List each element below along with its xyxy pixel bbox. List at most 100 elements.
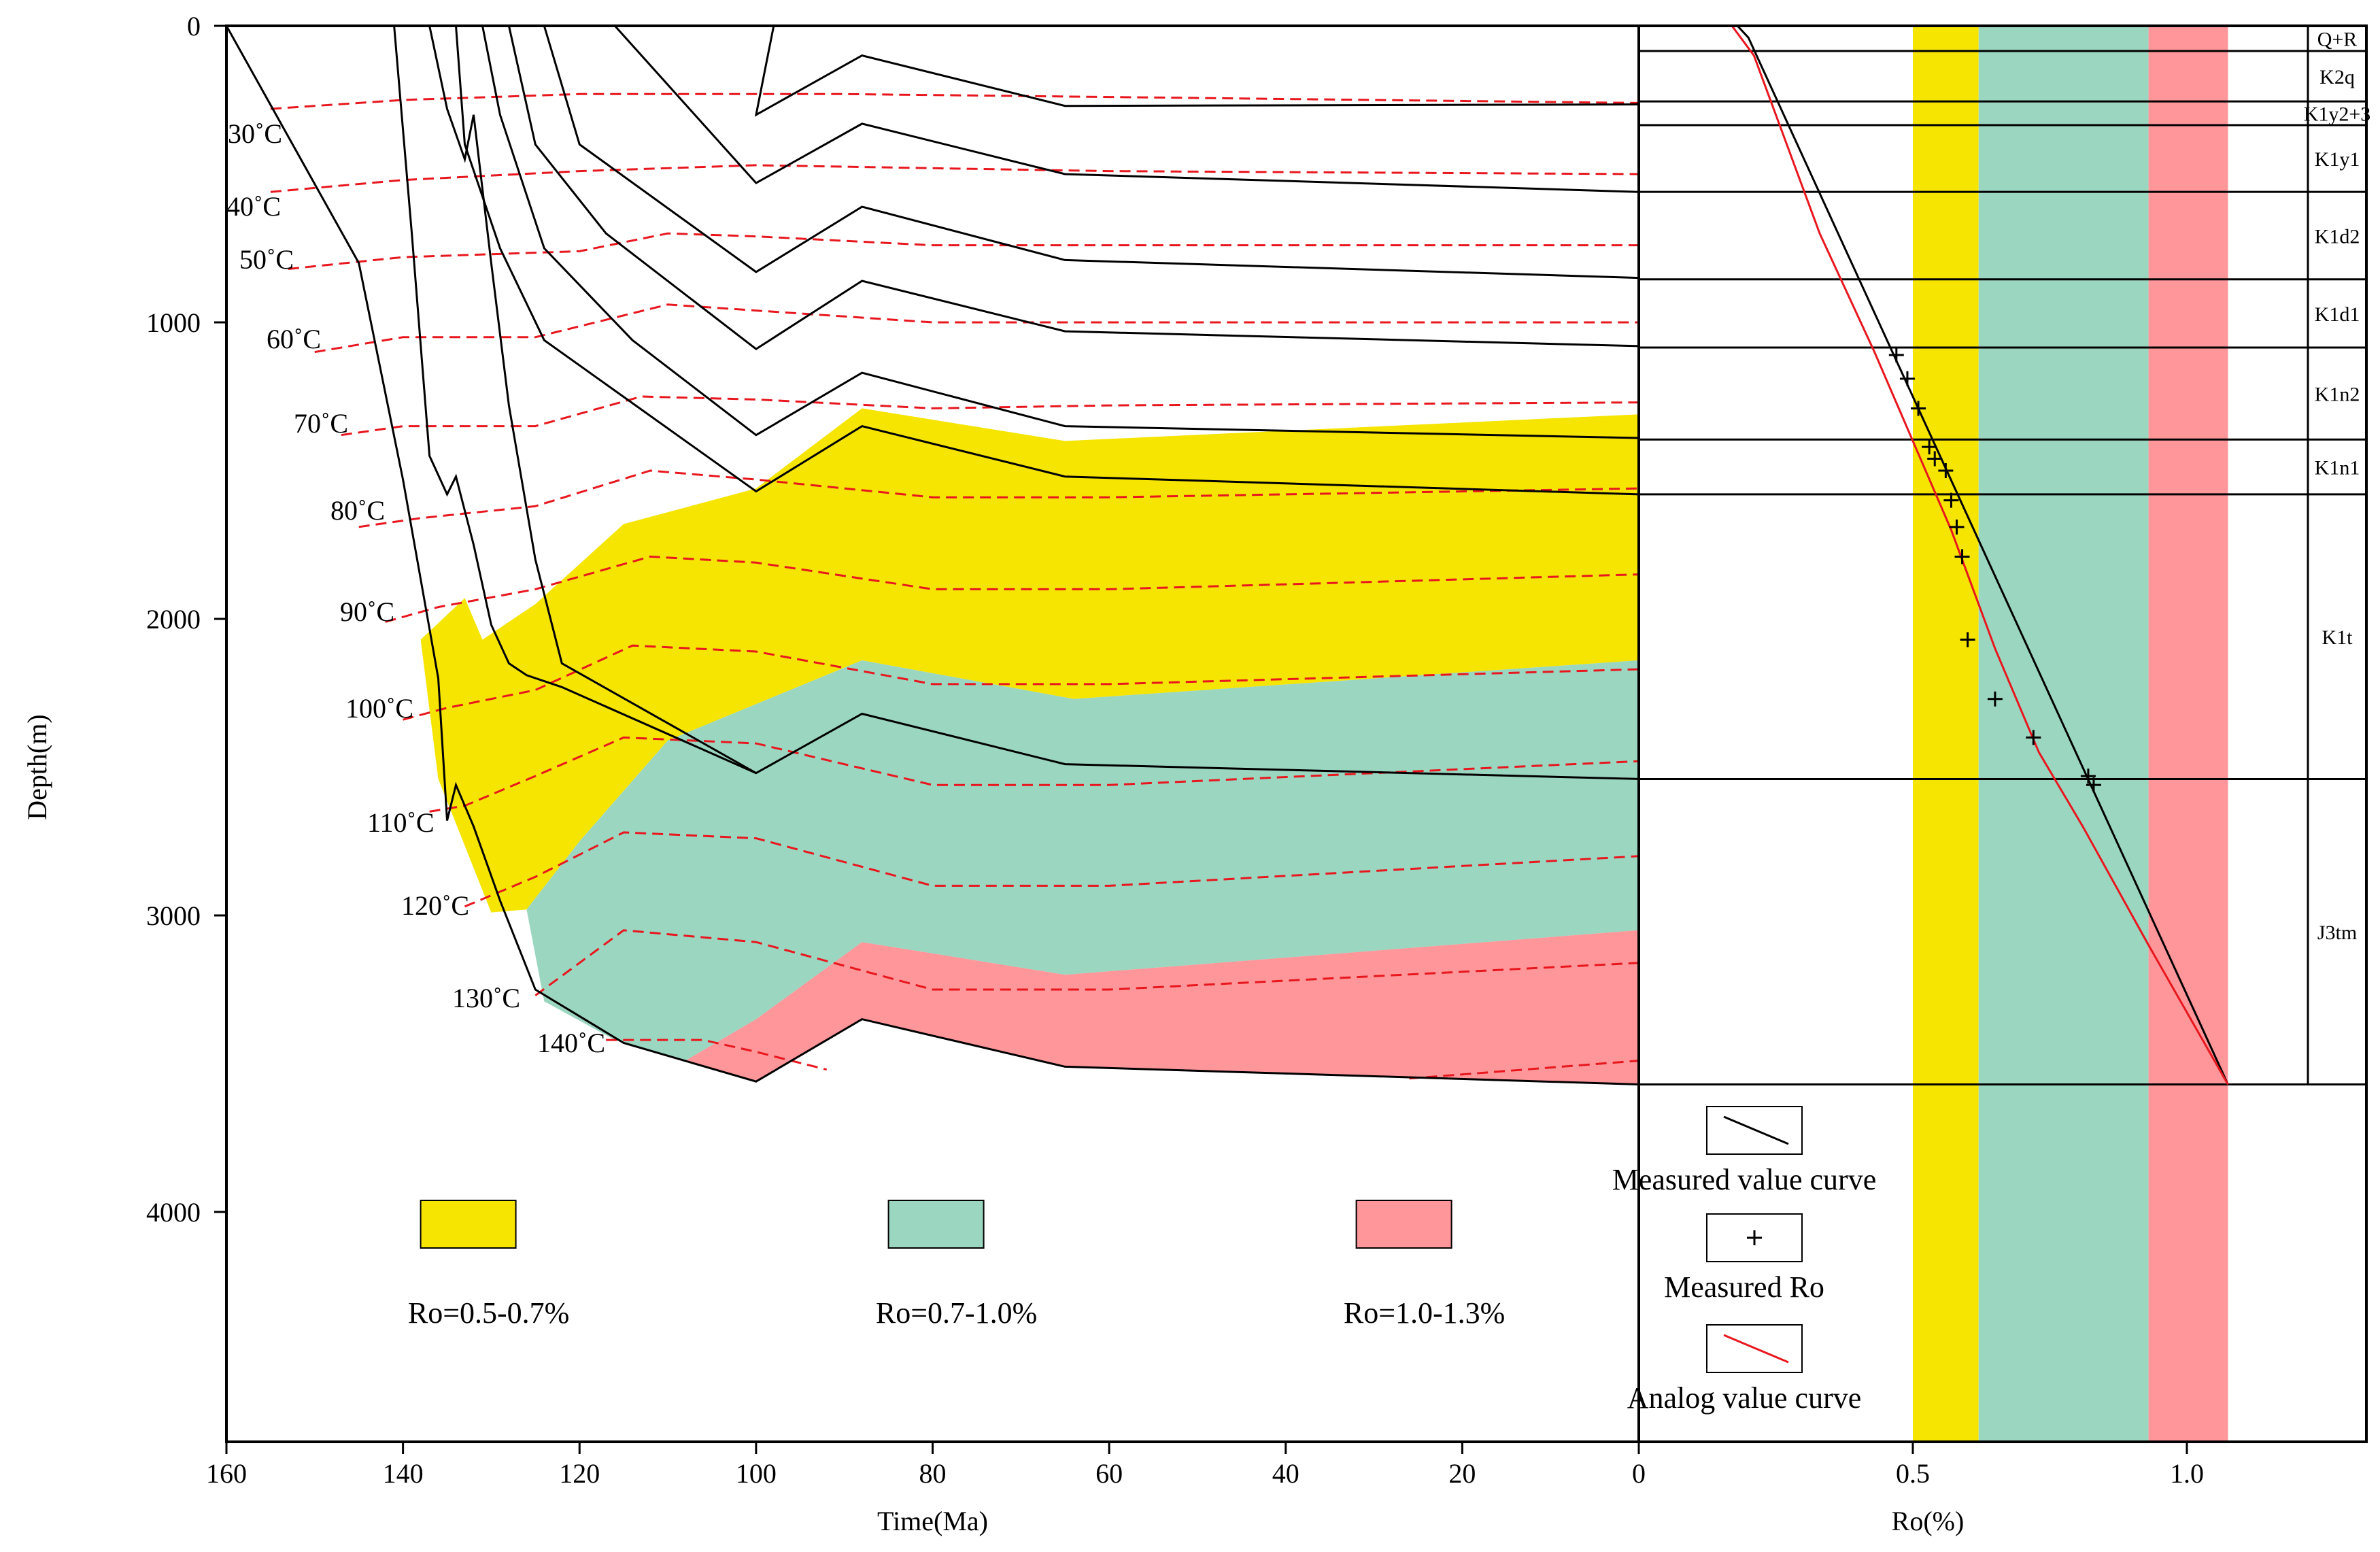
measured-value-curve bbox=[1736, 24, 2229, 1085]
measured-ro-point bbox=[1960, 632, 1975, 647]
burial-curve bbox=[393, 25, 757, 775]
formation-label: K1t bbox=[2322, 626, 2353, 649]
isotherm-label: 100˚C bbox=[345, 693, 413, 724]
y-tick-label: 3000 bbox=[146, 900, 201, 931]
formation-label: K2q bbox=[2319, 66, 2355, 88]
isotherm-line bbox=[464, 831, 1639, 908]
y-tick-label: 0 bbox=[187, 11, 201, 41]
isotherm-label: 130˚C bbox=[452, 983, 520, 1013]
isotherm-label: 50˚C bbox=[239, 244, 294, 275]
measured-ro-point bbox=[1954, 549, 1970, 564]
burial-curve bbox=[862, 24, 1640, 52]
isotherm-label: 140˚C bbox=[537, 1028, 605, 1058]
y-axis-label: Depth(m) bbox=[22, 714, 52, 820]
isotherm-line bbox=[288, 232, 1639, 270]
legend-red-line bbox=[1723, 1334, 1789, 1364]
burial-curves bbox=[225, 24, 1640, 1085]
formation-label: K1y2+3 bbox=[2304, 103, 2371, 126]
legend-box bbox=[1706, 1106, 1803, 1155]
x-tick-label: 60 bbox=[1095, 1458, 1123, 1489]
ro-axis-label: Ro(%) bbox=[1892, 1506, 1965, 1536]
x-tick-label: 120 bbox=[559, 1458, 600, 1489]
x-tick-label: 20 bbox=[1448, 1458, 1476, 1489]
analog-value-curve bbox=[1731, 25, 2229, 1085]
y-tick-label: 1000 bbox=[146, 307, 201, 338]
isotherm-label: 120˚C bbox=[401, 890, 469, 921]
burial-curve bbox=[507, 25, 1639, 351]
x-tick-label: 140 bbox=[383, 1458, 424, 1489]
x-tick-label: 0 bbox=[1632, 1458, 1646, 1489]
isotherm-line bbox=[270, 164, 1639, 193]
measured-ro-point bbox=[2086, 777, 2101, 793]
measured-ro-point bbox=[1943, 492, 1959, 508]
ro-bands bbox=[1913, 26, 2228, 1442]
ro-band-1 bbox=[1913, 26, 1979, 1442]
isotherm-label: 110˚C bbox=[367, 807, 435, 838]
isotherm-label: 30˚C bbox=[228, 118, 282, 149]
measured-ro-point bbox=[2080, 769, 2096, 784]
burial-curve bbox=[481, 25, 1639, 439]
outer-frame bbox=[225, 24, 2368, 1443]
legend-plus bbox=[1747, 1230, 1762, 1245]
ro-tick-label: 0.5 bbox=[1896, 1458, 1930, 1489]
legend-label: Ro=1.0-1.3% bbox=[1344, 1296, 1505, 1330]
legend-label: Ro=0.5-0.7% bbox=[408, 1296, 569, 1330]
measured-ro-point bbox=[2026, 730, 2041, 745]
isotherm-line bbox=[270, 92, 1639, 110]
y-tick-label: 4000 bbox=[146, 1197, 201, 1228]
isotherm-line bbox=[1409, 1060, 1639, 1080]
x-tick-label: 80 bbox=[919, 1458, 947, 1489]
isotherm-label: 70˚C bbox=[294, 408, 348, 439]
x-tick-label: 160 bbox=[206, 1458, 247, 1489]
burial-curve bbox=[543, 25, 1639, 280]
burial-curve bbox=[614, 24, 1639, 193]
legend-swatch bbox=[887, 1200, 985, 1249]
ro-band-3 bbox=[2148, 26, 2228, 1442]
x-tick-label: 40 bbox=[1272, 1458, 1299, 1489]
y-tick-label: 2000 bbox=[146, 604, 201, 635]
burial-curve bbox=[225, 25, 1639, 1085]
isotherm-line bbox=[429, 736, 1639, 813]
formation-lines: Q+R K2q K1y2+3 K1y1 K1d2 K1d1 K1n2 K1n1 K1t J3tm bbox=[1639, 26, 2371, 1086]
chart-frame bbox=[225, 24, 2368, 1443]
maturity-zone-1 bbox=[420, 408, 1639, 913]
legend-black-line bbox=[1723, 1115, 1789, 1145]
maturity-zone-3 bbox=[685, 930, 1639, 1085]
x-axis-label: Time(Ma) bbox=[877, 1506, 988, 1536]
legend: Ro=0.5-0.7% Ro=0.7-1.0% Ro=1.0-1.3% Measure… bbox=[408, 1106, 1876, 1415]
formation-label: J3tm bbox=[2317, 922, 2357, 944]
burial-curve bbox=[754, 25, 1639, 117]
maturity-zone-2 bbox=[526, 660, 1639, 1061]
measured-ro-point bbox=[1899, 371, 1915, 386]
isotherm-line bbox=[341, 395, 1639, 437]
legend-swatch bbox=[420, 1200, 517, 1249]
measured-ro-point bbox=[1949, 519, 1965, 535]
isotherm-label: 90˚C bbox=[340, 596, 394, 627]
ro-curves bbox=[1731, 24, 2229, 1085]
formation-label: Q+R bbox=[2317, 29, 2358, 51]
legend-swatch bbox=[1355, 1200, 1452, 1249]
isotherm-line bbox=[385, 555, 1639, 623]
formation-label: K1n1 bbox=[2315, 457, 2360, 479]
formation-label: K1y1 bbox=[2315, 148, 2360, 171]
formation-label: K1n2 bbox=[2315, 384, 2360, 406]
measured-ro-point bbox=[1927, 451, 1943, 467]
legend-label: Measured Ro bbox=[1664, 1270, 1824, 1304]
measured-ro-point bbox=[1888, 347, 1904, 362]
measured-ro-point bbox=[1922, 439, 1937, 455]
formation-label: K1d1 bbox=[2315, 303, 2360, 326]
isotherm-label: 40˚C bbox=[226, 191, 281, 222]
burial-curve bbox=[428, 25, 1639, 780]
axis-labels: Time(Ma) Depth(m) Ro(%) bbox=[22, 714, 1964, 1536]
measured-ro-point bbox=[1987, 691, 2003, 707]
isotherm-line bbox=[534, 929, 1639, 996]
axis-ticks: 160 140 120 100 80 60 40 20 0010002000300040000.… bbox=[146, 11, 2204, 1489]
ro-tick-label: 1.0 bbox=[2170, 1458, 2204, 1489]
isotherm-line bbox=[403, 644, 1639, 721]
isotherm-label: 60˚C bbox=[267, 324, 321, 354]
isotherm-line bbox=[314, 303, 1639, 354]
legend-label: Analog value curve bbox=[1627, 1381, 1862, 1415]
x-tick-label: 100 bbox=[736, 1458, 777, 1489]
burial-curve bbox=[455, 25, 1639, 496]
